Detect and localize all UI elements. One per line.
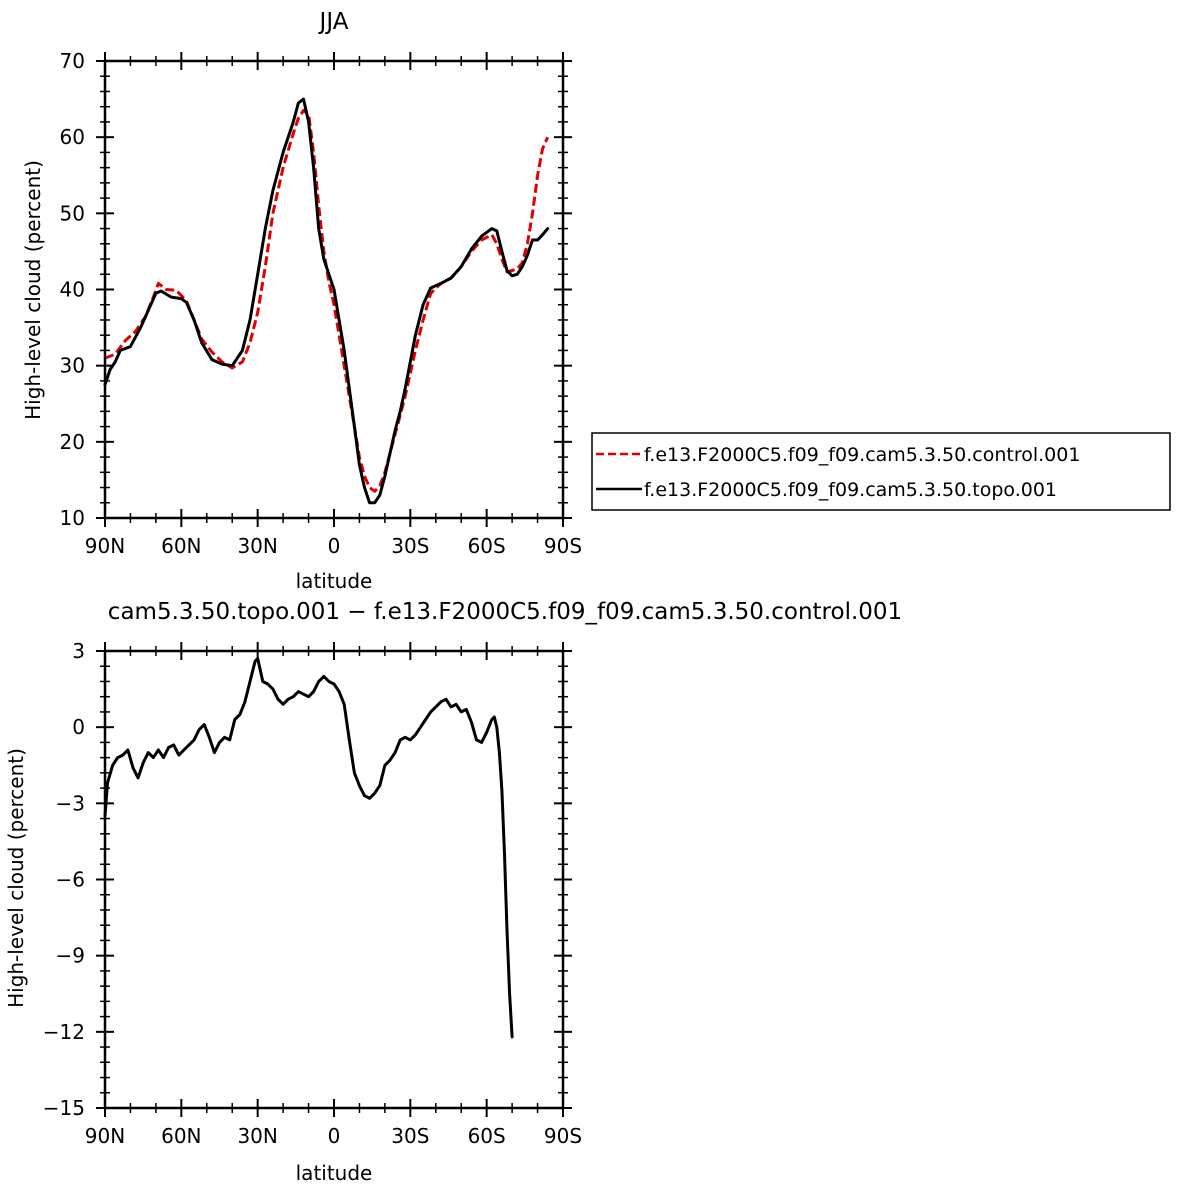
x-tick-label: 30N [237, 1124, 277, 1148]
x-tick-label: 90S [544, 534, 582, 558]
x-tick-label: 0 [328, 1124, 341, 1148]
top-chart-title: JJA [318, 9, 349, 35]
x-tick-label: 90N [85, 534, 125, 558]
y-tick-label: 50 [60, 201, 85, 225]
bottom-x-tick-labels: 90N 60N 30N 0 30S 60S 90S [85, 1124, 582, 1148]
x-tick-label: 30S [391, 1124, 429, 1148]
y-tick-label: 30 [60, 354, 85, 378]
x-tick-label: 90N [85, 1124, 125, 1148]
x-tick-label: 60S [468, 1124, 506, 1148]
top-y-tick-labels: 10 20 30 40 50 60 70 [60, 49, 85, 530]
x-tick-label: 60N [161, 1124, 201, 1148]
legend-topo-label: f.e13.F2000C5.f09_f09.cam5.3.50.topo.001 [644, 479, 1057, 501]
x-tick-label: 60S [468, 534, 506, 558]
series-line-0 [103, 657, 514, 1039]
y-tick-label: −9 [56, 944, 85, 968]
y-tick-label: −6 [56, 868, 85, 892]
legend: f.e13.F2000C5.f09_f09.cam5.3.50.control.… [591, 432, 1171, 511]
bottom-chart-title: cam5.3.50.topo.001 − f.e13.F2000C5.f09_f… [108, 599, 902, 625]
bottom-x-axis-label: latitude [296, 1161, 373, 1185]
y-tick-label: 40 [60, 278, 85, 302]
top-x-tick-labels: 90N 60N 30N 0 30S 60S 90S [85, 534, 582, 558]
x-tick-label: 30N [237, 534, 277, 558]
y-tick-label: 60 [60, 125, 85, 149]
series-line-1 [103, 97, 550, 505]
legend-box [591, 432, 1171, 511]
y-tick-label: 3 [72, 639, 85, 663]
bottom-y-tick-labels: 3 0 −3 −6 −9 −12 −15 [43, 639, 85, 1120]
bottom-plot-frame [103, 649, 565, 1110]
bottom-panel: cam5.3.50.topo.001 − f.e13.F2000C5.f09_f… [4, 599, 902, 1185]
x-tick-label: 0 [328, 534, 341, 558]
top-x-axis-label: latitude [296, 569, 373, 593]
y-tick-label: 0 [72, 715, 85, 739]
x-tick-label: 90S [544, 1124, 582, 1148]
y-tick-label: 70 [60, 49, 85, 73]
y-tick-label: 20 [60, 430, 85, 454]
x-tick-label: 60N [161, 534, 201, 558]
top-panel: JJA 90N 60N 30N 0 30S 60S 90S 10 20 30 40 50 60 70 l… [21, 9, 1171, 593]
legend-control-label: f.e13.F2000C5.f09_f09.cam5.3.50.control.… [644, 444, 1080, 466]
y-tick-label: −12 [43, 1020, 85, 1044]
bottom-series-lines [103, 657, 514, 1039]
top-plot-frame [103, 59, 565, 520]
y-tick-label: −3 [56, 791, 85, 815]
y-tick-label: 10 [60, 506, 85, 530]
x-tick-label: 30S [391, 534, 429, 558]
top-series-lines [103, 97, 550, 505]
top-y-axis-label: High-level cloud (percent) [21, 160, 45, 420]
y-tick-label: −15 [43, 1096, 85, 1120]
bottom-y-axis-label: High-level cloud (percent) [4, 748, 28, 1008]
